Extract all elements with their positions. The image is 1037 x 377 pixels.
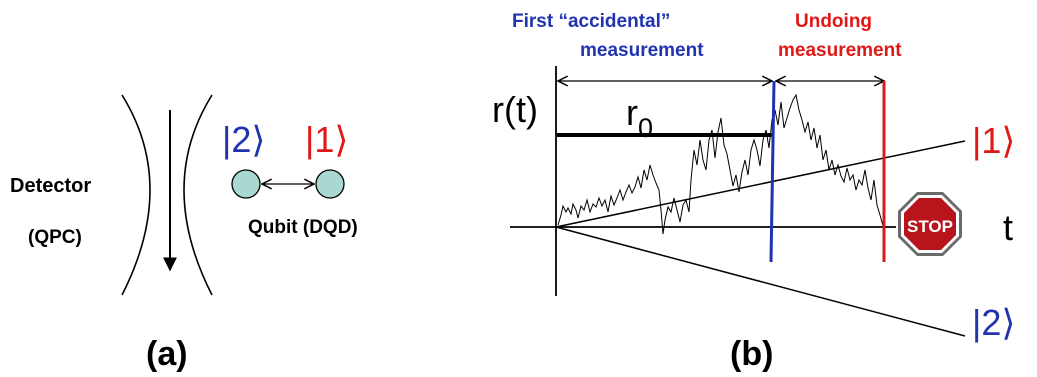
- panel-a: Detector (QPC) |2⟩ |1⟩ Qubit (DQD) (a): [10, 94, 358, 373]
- undoing-label-line1: Undoing: [795, 11, 872, 32]
- qpc-left-wall: [121, 94, 151, 296]
- state-1-label: |1⟩: [305, 119, 348, 160]
- qubit-label: Qubit (DQD): [248, 217, 358, 238]
- r0-label: r0: [626, 92, 653, 143]
- qubit-dot-right: [315, 169, 345, 199]
- undoing-label-line2: measurement: [778, 40, 902, 61]
- detector-label: Detector: [10, 175, 91, 197]
- caption-a: (a): [146, 335, 188, 373]
- noisy-signal-trace: [557, 93, 884, 235]
- qpc-right-wall: [183, 94, 213, 296]
- t-axis-label: t: [1003, 207, 1013, 248]
- state-1-line: [555, 140, 966, 228]
- stop-sign-text: STOP: [907, 217, 953, 236]
- caption-b: (b): [730, 335, 773, 373]
- first-measurement-label-line1: First “accidental”: [512, 11, 670, 32]
- stop-sign-icon: STOP: [898, 192, 962, 256]
- y-axis-label: r(t): [492, 89, 538, 130]
- state-2-label-b: |2⟩: [972, 302, 1015, 343]
- state-2-label: |2⟩: [222, 119, 265, 160]
- qubit-dot-left: [231, 169, 261, 199]
- state-2-line: [555, 226, 966, 337]
- state-1-label-b: |1⟩: [972, 120, 1015, 161]
- first-measurement-marker: [769, 80, 776, 263]
- qpc-label: (QPC): [28, 227, 82, 248]
- first-measurement-label-line2: measurement: [580, 40, 704, 61]
- panel-b: First “accidental” measurement Undoing m…: [492, 11, 1015, 373]
